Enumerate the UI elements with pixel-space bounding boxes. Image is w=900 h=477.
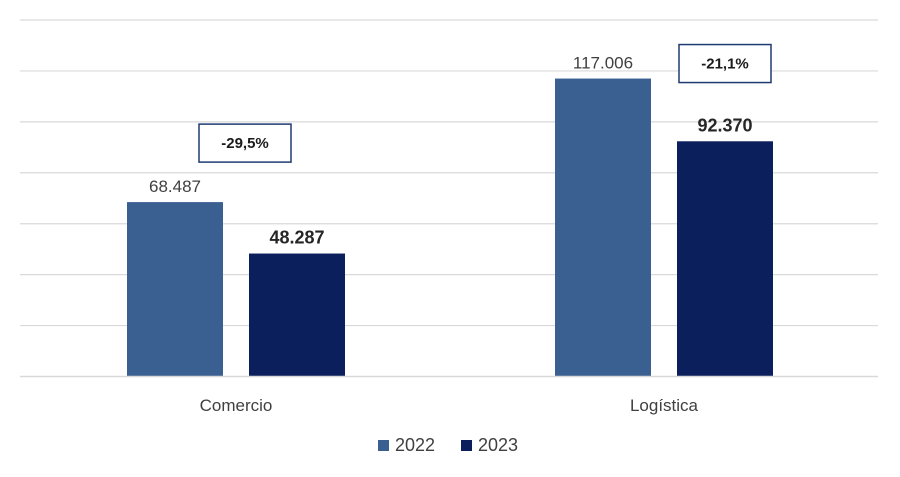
legend: 2022 2023 bbox=[378, 435, 518, 455]
data-label-2023-logística: 92.370 bbox=[697, 115, 752, 135]
bar-2022-comercio bbox=[127, 202, 223, 377]
change-box-comercio bbox=[198, 123, 292, 163]
data-label-2022-logística: 117.006 bbox=[573, 54, 633, 73]
change-label-logística: -21,1% bbox=[701, 56, 749, 73]
legend-swatch-2022 bbox=[378, 440, 389, 451]
category-label-1: Logística bbox=[630, 396, 699, 415]
bar-2023-comercio bbox=[249, 253, 345, 377]
bars bbox=[127, 78, 773, 377]
bar-2023-logística bbox=[677, 141, 773, 377]
category-label-0: Comercio bbox=[200, 396, 273, 415]
legend-swatch-2023 bbox=[461, 440, 472, 451]
legend-label-2022: 2022 bbox=[395, 435, 435, 455]
x-axis: Comercio Logística bbox=[20, 375, 878, 415]
legend-label-2023: 2023 bbox=[478, 435, 518, 455]
change-label-comercio: -29,5% bbox=[221, 135, 269, 152]
data-label-2022-comercio: 68.487 bbox=[149, 177, 201, 196]
data-label-2023-comercio: 48.287 bbox=[269, 228, 324, 248]
data-labels: 68.487 48.287 117.006 92.370 bbox=[149, 54, 753, 248]
change-annotations: -29,5% -21,1% bbox=[198, 43, 772, 163]
change-box-logística bbox=[678, 43, 772, 84]
bar-2022-logística bbox=[555, 78, 651, 377]
